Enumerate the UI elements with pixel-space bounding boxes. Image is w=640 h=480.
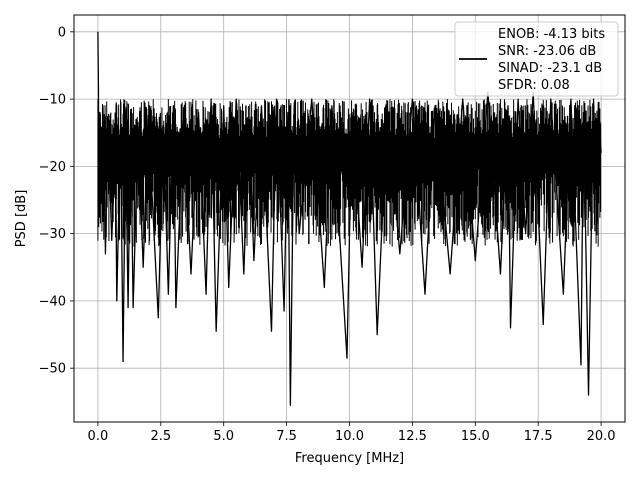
x-tick-label: 12.5 [398,429,427,444]
x-tick-label: 7.5 [276,429,297,444]
y-tick-label: −40 [39,294,66,309]
legend-entry-sfdr: SFDR: 0.08 [498,78,570,93]
psd-series-noise-band [97,99,602,247]
ticks: 0.0 2.5 5.0 7.5 10.0 12.5 15.0 17.5 20.0 0 −10 −20 −… [39,25,616,444]
x-tick-label: 5.0 [213,429,234,444]
y-tick-label: −50 [39,362,66,377]
legend-entry-enob: ENOB: -4.13 bits [498,27,605,42]
x-tick-label: 17.5 [524,429,553,444]
x-tick-label: 2.5 [150,429,171,444]
x-axis-label: Frequency [MHz] [295,451,404,466]
x-tick-label: 10.0 [335,429,364,444]
y-tick-label: 0 [58,25,66,40]
legend-entry-snr: SNR: -23.06 dB [498,44,596,59]
legend-entry-sinad: SINAD: -23.1 dB [498,61,602,76]
x-tick-label: 15.0 [461,429,490,444]
x-tick-label: 20.0 [587,429,616,444]
x-tick-label: 0.0 [88,429,109,444]
legend-box [454,21,619,97]
y-tick-label: −30 [39,227,66,242]
y-tick-label: −10 [39,93,66,108]
series-layer [97,31,602,406]
legend: ENOB: -4.13 bits SNR: -23.06 dB SINAD: -… [454,21,619,97]
y-tick-label: −20 [39,160,66,175]
y-axis-label: PSD [dB] [14,190,29,248]
